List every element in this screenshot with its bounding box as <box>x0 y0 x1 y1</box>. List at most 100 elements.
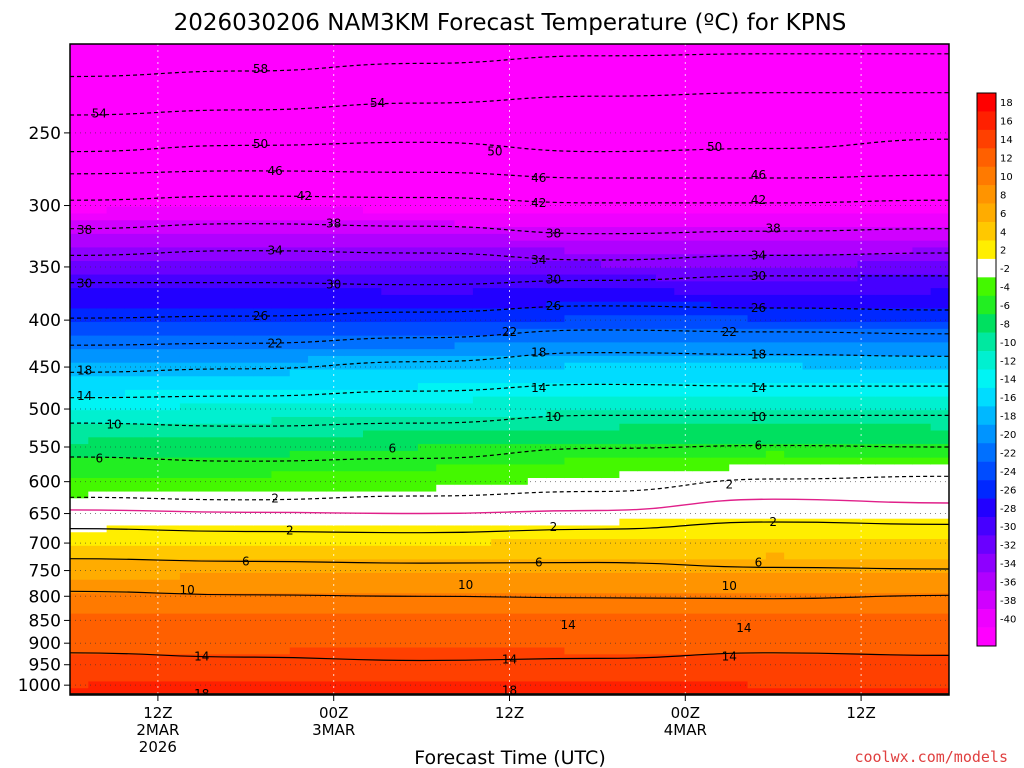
field-cell <box>70 50 89 59</box>
field-cell <box>179 396 199 405</box>
isotherm-label: 38 <box>766 222 781 236</box>
field-cell <box>399 349 419 357</box>
field-cell <box>619 125 639 133</box>
field-cell <box>656 606 675 615</box>
field-cell <box>894 145 913 154</box>
field-cell <box>894 532 913 540</box>
field-cell <box>564 539 584 547</box>
field-cell <box>363 91 382 99</box>
field-cell <box>875 159 895 167</box>
field-cell <box>564 383 584 391</box>
field-cell <box>308 661 327 669</box>
field-cell <box>747 640 767 649</box>
field-cell <box>692 274 712 282</box>
field-cell <box>930 552 949 560</box>
field-cell <box>472 91 492 99</box>
field-cell <box>875 593 895 601</box>
field-cell <box>820 444 840 452</box>
field-cell <box>289 606 309 615</box>
field-cell <box>143 484 163 493</box>
field-cell <box>399 125 419 133</box>
field-cell <box>271 450 291 459</box>
field-cell <box>637 64 657 72</box>
field-cell <box>326 552 346 560</box>
field-cell <box>875 613 895 622</box>
field-cell <box>619 518 639 527</box>
field-cell <box>894 91 913 99</box>
field-cell <box>253 281 273 289</box>
field-cell <box>344 613 364 622</box>
field-cell <box>179 166 199 174</box>
field-cell <box>106 403 126 411</box>
field-cell <box>564 91 584 99</box>
field-cell <box>308 138 327 147</box>
field-cell <box>179 511 199 520</box>
field-cell <box>692 498 712 506</box>
field-cell <box>88 77 108 86</box>
field-cell <box>912 505 932 513</box>
field-cell <box>88 206 108 215</box>
field-cell <box>912 64 932 72</box>
field-cell <box>417 240 437 249</box>
field-cell <box>802 64 822 72</box>
field-cell <box>930 600 949 608</box>
field-cell <box>381 254 401 262</box>
field-cell <box>802 349 822 357</box>
field-cell <box>912 606 932 615</box>
field-cell <box>802 91 822 99</box>
field-cell <box>619 349 639 357</box>
field-cell <box>88 627 108 635</box>
field-cell <box>198 57 218 65</box>
field-cell <box>912 593 932 601</box>
field-cell <box>436 186 456 194</box>
field-cell <box>308 511 327 520</box>
field-cell <box>601 220 620 228</box>
field-cell <box>234 633 254 642</box>
field-cell <box>124 342 144 350</box>
field-cell <box>729 389 749 398</box>
field-cell <box>656 315 675 323</box>
field-cell <box>747 152 767 160</box>
field-cell <box>839 633 859 642</box>
field-cell <box>161 193 181 201</box>
field-cell <box>143 667 163 676</box>
field-cell <box>106 579 126 588</box>
field-cell <box>784 539 804 547</box>
field-cell <box>399 91 419 99</box>
field-cell <box>546 362 566 371</box>
field-cell <box>729 349 749 357</box>
field-cell <box>289 172 309 181</box>
field-cell <box>601 518 620 527</box>
field-cell <box>344 593 364 601</box>
field-cell <box>582 57 602 65</box>
field-cell <box>436 213 456 221</box>
field-cell <box>289 288 309 296</box>
field-cell <box>930 437 949 445</box>
field-cell <box>857 125 877 133</box>
field-cell <box>179 545 199 554</box>
field-cell <box>912 111 932 120</box>
field-cell <box>106 261 126 269</box>
field-cell <box>454 172 474 181</box>
field-cell <box>765 525 785 533</box>
field-cell <box>875 98 895 106</box>
field-cell <box>692 457 712 466</box>
field-cell <box>509 681 529 689</box>
field-cell <box>527 525 547 533</box>
field-cell <box>198 416 218 425</box>
field-cell <box>124 389 144 398</box>
field-cell <box>674 545 694 554</box>
field-cell <box>637 335 657 343</box>
field-cell <box>454 532 474 540</box>
field-cell <box>417 633 437 642</box>
field-cell <box>399 342 419 350</box>
field-cell <box>509 138 529 147</box>
field-cell <box>161 559 181 567</box>
field-cell <box>289 484 309 493</box>
field-cell <box>564 396 584 405</box>
field-cell <box>710 98 730 106</box>
field-cell <box>253 505 273 513</box>
field-cell <box>198 254 218 262</box>
field-cell <box>820 132 840 140</box>
field-cell <box>875 342 895 350</box>
